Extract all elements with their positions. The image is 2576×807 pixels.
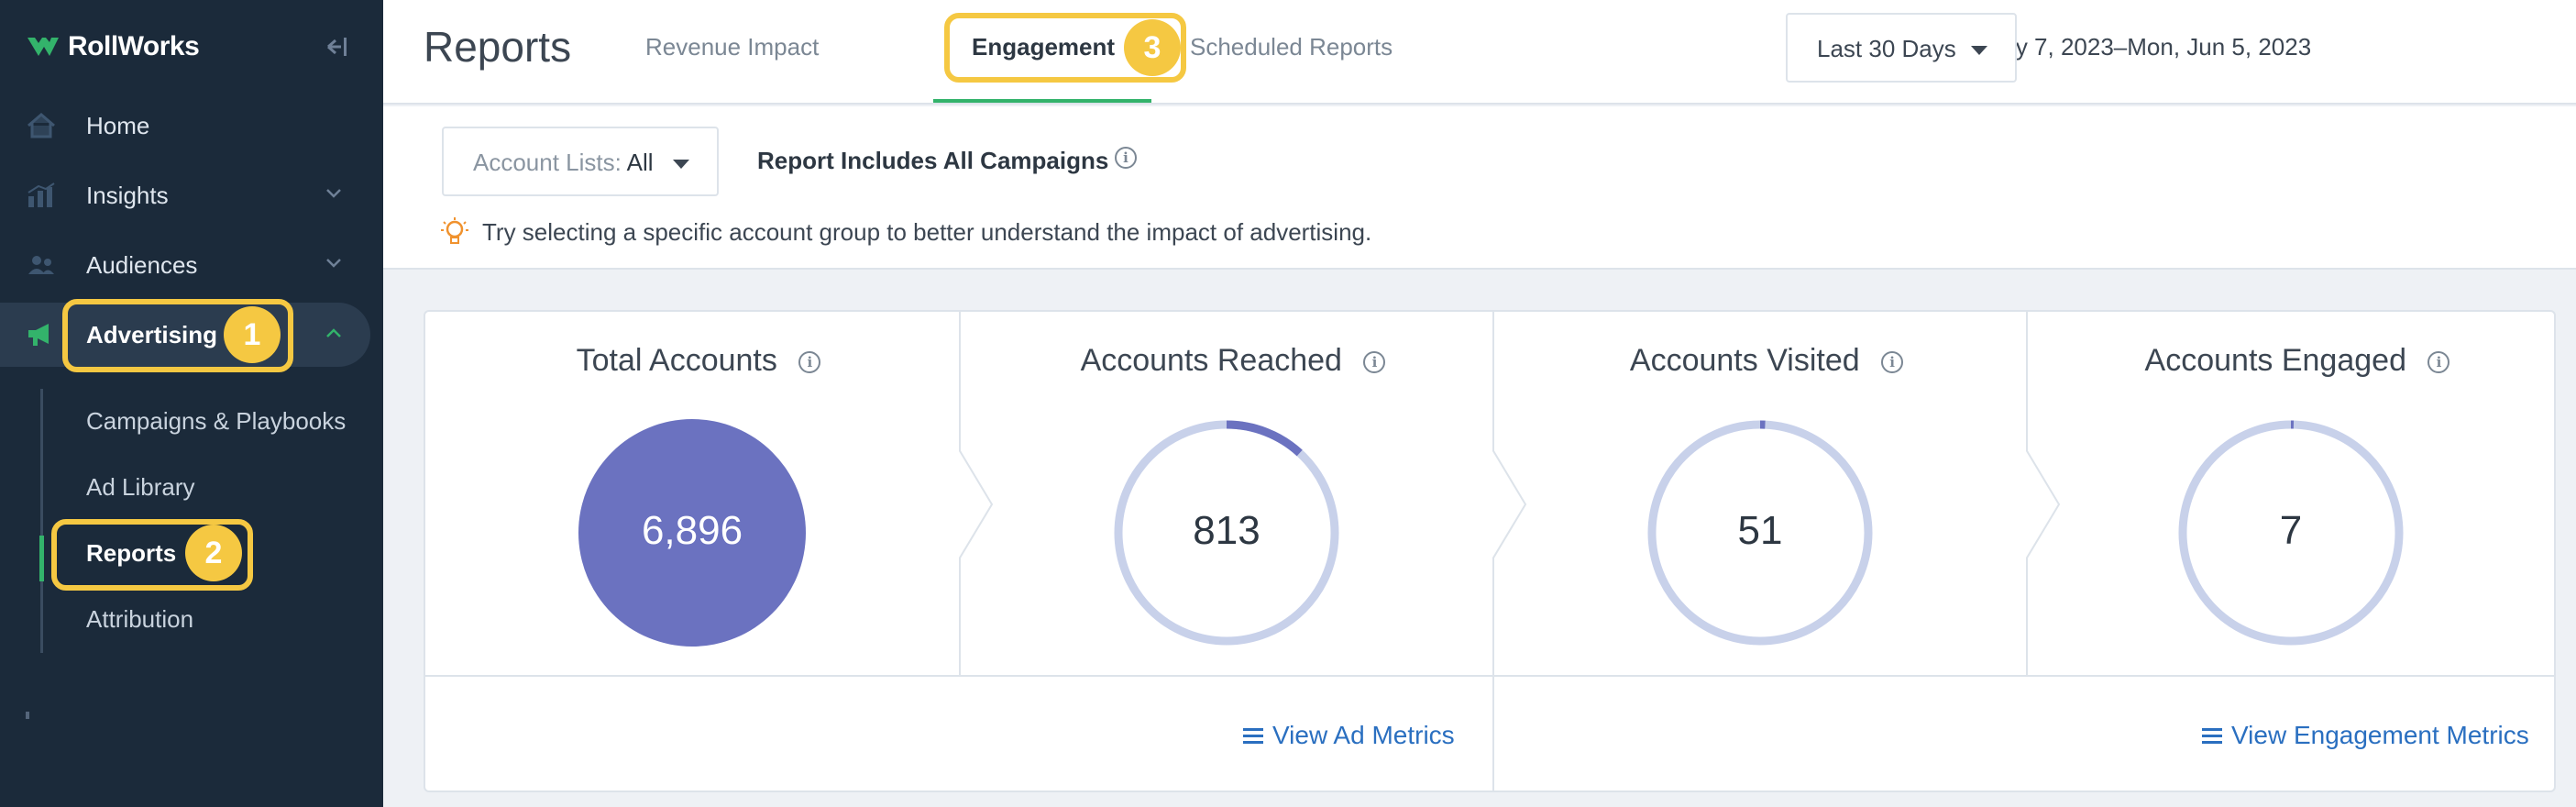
callout-highlight-engagement <box>944 13 1186 83</box>
metric-accounts-reached: Accounts Reached i 813 <box>961 312 1492 675</box>
audience-icon <box>28 256 54 274</box>
ring-progress-arc <box>1114 420 1339 646</box>
metric-value: 813 <box>1193 508 1260 553</box>
metric-value: 51 <box>1737 508 1783 553</box>
account-lists-label: Account Lists: <box>473 149 622 176</box>
page-title: Reports <box>424 23 572 71</box>
sidebar-item-insights[interactable]: Insights <box>0 163 383 227</box>
date-range-select-label: Last 30 Days <box>1817 35 1956 62</box>
account-lists-value: All <box>626 149 654 176</box>
view-ad-metrics-link[interactable]: View Ad Metrics <box>1243 721 1455 750</box>
tab-revenue-impact[interactable]: Revenue Impact <box>645 33 820 61</box>
card-horizontal-divider <box>425 675 2554 677</box>
chevron-down-icon <box>326 259 341 268</box>
active-tab-underline <box>933 99 1151 103</box>
collapse-sidebar-icon[interactable] <box>323 33 350 61</box>
metric-title-wrap: Total Accounts i <box>425 343 959 379</box>
metric-fill-circle <box>578 419 806 647</box>
metric-value: 6,896 <box>641 508 743 553</box>
metric-total-accounts-circle <box>578 419 806 647</box>
brand-logo[interactable]: RollWorks <box>26 31 200 62</box>
tab-engagement[interactable]: Engagement <box>972 33 1116 61</box>
metric-title: Total Accounts <box>576 343 777 378</box>
metric-title-wrap: Accounts Engaged i <box>2028 343 2554 379</box>
sidebar-subitem-reports[interactable]: Reports <box>86 539 177 567</box>
brand-name: RollWorks <box>68 31 200 61</box>
metric-title-wrap: Accounts Visited i <box>1494 343 2026 379</box>
submenu-active-indicator <box>39 536 44 581</box>
caret-down-icon <box>673 160 689 169</box>
metric-total-accounts: Total Accounts i 6,896 <box>425 312 959 675</box>
funnel-arrow-icon <box>959 449 994 559</box>
sidebar-item-advertising[interactable]: Advertising <box>0 303 370 367</box>
megaphone-icon <box>28 324 49 346</box>
account-lists-text: Account Lists: All <box>473 149 654 177</box>
callout-highlight-advertising <box>62 299 293 372</box>
sidebar-footer-mark <box>26 712 29 719</box>
view-ad-metrics-label: View Ad Metrics <box>1272 721 1455 749</box>
funnel-arrow-icon <box>1492 449 1527 559</box>
info-icon[interactable]: i <box>798 351 821 373</box>
metric-accounts-engaged-ring <box>2178 420 2404 646</box>
date-range-select[interactable]: Last 30 Days <box>1786 13 2017 83</box>
tip-text: Try selecting a specific account group t… <box>482 218 1372 246</box>
metric-value: 7 <box>2279 508 2303 553</box>
home-icon <box>28 113 55 138</box>
sidebar: RollWorks Home Insights Audiences <box>0 0 383 807</box>
info-icon[interactable]: i <box>2427 351 2450 373</box>
sidebar-item-label: Advertising <box>86 320 218 348</box>
metrics-card: Total Accounts i 6,896 Accounts Reached … <box>424 310 2556 792</box>
chart-icon <box>28 182 55 207</box>
lightbulb-icon <box>441 217 468 244</box>
submenu-line <box>40 389 43 653</box>
funnel-arrow-icon <box>2026 449 2061 559</box>
account-lists-select[interactable]: Account Lists: All <box>442 127 719 196</box>
metric-accounts-visited: Accounts Visited i 51 <box>1494 312 2026 675</box>
sidebar-item-label: Insights <box>86 181 169 209</box>
sidebar-subitem-attribution[interactable]: Attribution <box>86 605 194 633</box>
card-bottom-divider <box>1492 675 1494 792</box>
info-icon[interactable]: i <box>1881 351 1904 373</box>
tab-scheduled-reports[interactable]: Scheduled Reports <box>1190 33 1393 61</box>
ring-progress-arc <box>2178 420 2404 646</box>
sidebar-subitem-ad-library[interactable]: Ad Library <box>86 473 195 501</box>
sidebar-item-label: Audiences <box>86 250 198 279</box>
view-engagement-metrics-label: View Engagement Metrics <box>2231 721 2529 749</box>
filter-bar: Account Lists: All Report Includes All C… <box>383 106 2576 270</box>
sidebar-subitem-campaigns[interactable]: Campaigns & Playbooks <box>86 407 347 435</box>
chevron-up-icon <box>326 328 341 337</box>
caret-down-icon <box>1971 46 1987 55</box>
metric-title: Accounts Engaged <box>2144 343 2406 378</box>
ring-progress-arc <box>1647 420 1873 646</box>
list-icon <box>1243 728 1263 744</box>
sidebar-item-label: Home <box>86 111 150 139</box>
top-header: Reports Revenue Impact Engagement Schedu… <box>383 0 2576 105</box>
callout-badge-2: 2 <box>185 525 242 581</box>
callout-badge-1: 1 <box>224 306 281 363</box>
metric-title: Accounts Visited <box>1629 343 1860 378</box>
view-engagement-metrics-link[interactable]: View Engagement Metrics <box>2202 721 2529 750</box>
metric-accounts-reached-ring <box>1114 420 1339 646</box>
campaign-scope-label: Report Includes All Campaigns <box>757 147 1109 174</box>
callout-highlight-reports <box>51 519 253 591</box>
metric-title: Accounts Reached <box>1080 343 1342 378</box>
metric-accounts-visited-ring <box>1647 420 1873 646</box>
callout-badge-3: 3 <box>1124 19 1181 76</box>
sidebar-item-audiences[interactable]: Audiences <box>0 233 383 297</box>
metric-title-wrap: Accounts Reached i <box>961 343 1492 379</box>
info-icon[interactable]: i <box>1115 147 1137 169</box>
sidebar-item-home[interactable]: Home <box>0 94 383 158</box>
rollworks-logo-icon <box>28 38 59 56</box>
metric-accounts-engaged: Accounts Engaged i 7 <box>2028 312 2554 675</box>
list-icon <box>2202 728 2222 744</box>
chevron-down-icon <box>326 189 341 198</box>
info-icon[interactable]: i <box>1363 351 1386 373</box>
